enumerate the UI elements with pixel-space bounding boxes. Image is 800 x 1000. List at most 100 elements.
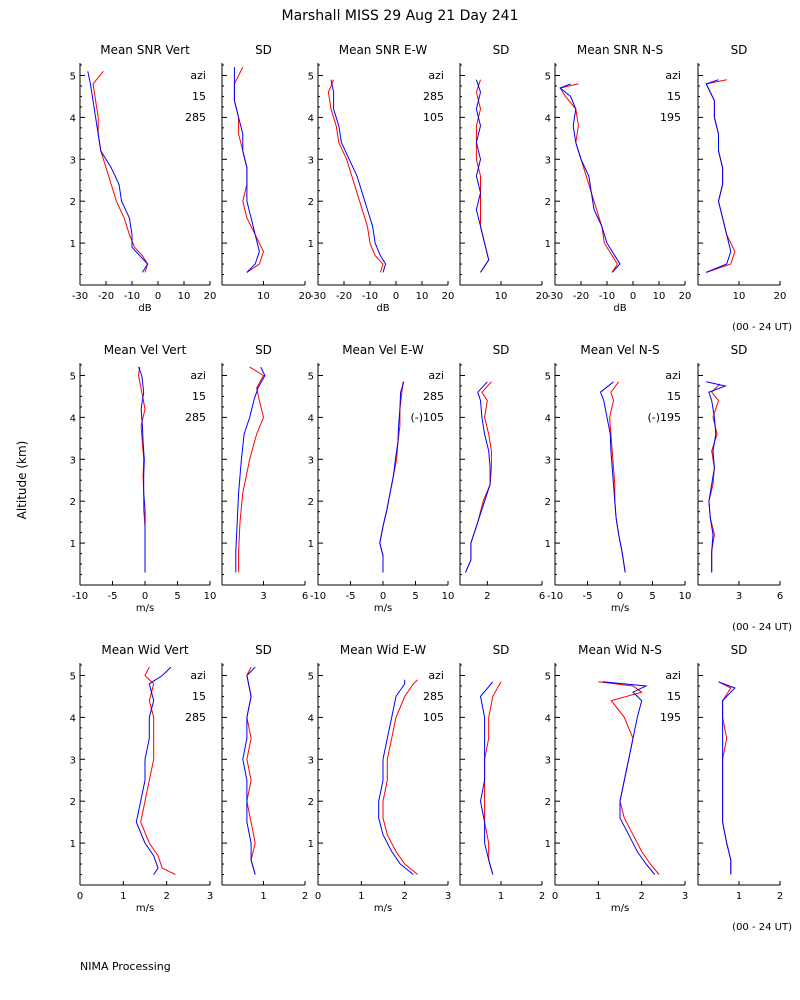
series-line-blue	[378, 679, 414, 875]
x-tick-label: 3	[260, 591, 266, 602]
x-tick-label: 5	[649, 591, 655, 602]
x-tick-label: -10	[547, 591, 563, 602]
y-tick-label: 1	[545, 839, 551, 850]
panel: SD 3 6	[221, 343, 308, 602]
legend-header: azi	[428, 669, 444, 682]
series-line-blue	[479, 681, 494, 875]
y-tick-label: 4	[70, 413, 76, 424]
series-line-blue	[233, 67, 260, 273]
panel: Mean Vel E-W 1 2 3 4 5 -10 -5 0 5 10 m/s azi 285 (-)10…	[308, 343, 455, 614]
series-line-red	[708, 383, 721, 573]
panel-title: Mean Wid E-W	[340, 643, 426, 657]
series-line-blue	[87, 71, 149, 273]
legend-entry-blue: (-)105	[410, 411, 444, 424]
x-tick-label: 10	[416, 291, 429, 302]
panel-title: SD	[731, 43, 748, 57]
x-tick-label: -10	[310, 591, 326, 602]
series-line-red	[609, 381, 626, 573]
legend-entry-red: 15	[192, 690, 206, 703]
series-line-blue	[602, 681, 656, 875]
footer-text: NIMA Processing	[80, 960, 171, 973]
legend-entry-red: 15	[192, 390, 206, 403]
x-tick-label: 1	[358, 891, 364, 902]
x-tick-label: 10	[679, 591, 692, 602]
x-tick-label: 6	[302, 591, 308, 602]
series-line-blue	[138, 366, 146, 573]
legend-entry-red: 285	[423, 690, 444, 703]
x-tick-label: -30	[72, 291, 88, 302]
x-tick-label: 3	[445, 891, 451, 902]
y-tick-label: 1	[545, 539, 551, 550]
series-line-blue	[135, 666, 172, 875]
x-tick-label: -10	[72, 591, 88, 602]
panel: SD 10 20	[697, 43, 786, 302]
series-line-red	[718, 681, 732, 875]
x-tick-label: 20	[536, 291, 549, 302]
y-tick-label: 5	[545, 71, 551, 82]
x-axis-label: dB	[376, 303, 389, 314]
y-tick-label: 5	[308, 371, 314, 382]
y-tick-label: 3	[308, 155, 314, 166]
x-tick-label: -5	[583, 591, 593, 602]
panel-title: Mean Vel N-S	[580, 343, 659, 357]
x-axis-label: m/s	[136, 903, 154, 914]
x-tick-label: 1	[595, 891, 601, 902]
y-axis-label: Altitude (km)	[15, 441, 29, 520]
x-tick-label: 0	[142, 591, 148, 602]
panel-title: SD	[255, 43, 272, 57]
legend-entry-blue: 285	[185, 711, 206, 724]
series-line-blue	[475, 79, 490, 273]
legend-entry-red: 285	[423, 90, 444, 103]
x-tick-label: 2	[539, 891, 545, 902]
y-tick-label: 4	[70, 113, 76, 124]
legend-header: azi	[665, 369, 681, 382]
series-line-red	[559, 83, 618, 273]
legend-entry-red: 15	[667, 390, 681, 403]
y-tick-label: 3	[545, 755, 551, 766]
panel-title: SD	[731, 343, 748, 357]
y-tick-label: 3	[308, 755, 314, 766]
x-tick-label: 10	[733, 291, 746, 302]
series-line-blue	[235, 366, 266, 573]
legend-entry-red: 15	[667, 690, 681, 703]
x-tick-label: -20	[98, 291, 114, 302]
y-tick-label: 5	[545, 671, 551, 682]
y-tick-label: 3	[545, 155, 551, 166]
y-tick-label: 1	[70, 839, 76, 850]
y-tick-label: 3	[70, 455, 76, 466]
x-tick-label: 0	[155, 291, 161, 302]
panel: Mean SNR E-W 1 2 3 4 5 -30 -20 -10 0 10 20 dB azi 285 1…	[308, 43, 455, 314]
y-tick-label: 5	[308, 671, 314, 682]
legend-entry-red: 15	[667, 90, 681, 103]
y-tick-label: 2	[70, 197, 76, 208]
y-tick-label: 2	[308, 497, 314, 508]
x-tick-label: 2	[163, 891, 169, 902]
y-tick-label: 5	[70, 71, 76, 82]
x-axis-label: m/s	[374, 603, 392, 614]
panel-title: SD	[731, 643, 748, 657]
panel-title: Mean Vel Vert	[104, 343, 187, 357]
x-tick-label: 10	[653, 291, 666, 302]
x-tick-label: 0	[77, 891, 83, 902]
series-line-blue	[242, 666, 256, 875]
y-tick-label: 4	[545, 713, 551, 724]
series-line-red	[233, 66, 265, 273]
panel-title: SD	[493, 343, 510, 357]
x-tick-label: 0	[630, 291, 636, 302]
y-tick-label: 3	[545, 455, 551, 466]
x-tick-label: -10	[599, 291, 615, 302]
legend-header: azi	[428, 369, 444, 382]
y-tick-label: 3	[308, 455, 314, 466]
x-tick-label: 20	[679, 291, 692, 302]
y-tick-label: 5	[308, 71, 314, 82]
panel-title: SD	[493, 43, 510, 57]
x-tick-label: 10	[178, 291, 191, 302]
series-line-blue	[330, 79, 387, 273]
series-line-red	[238, 366, 265, 573]
y-tick-label: 3	[70, 155, 76, 166]
y-tick-label: 5	[545, 371, 551, 382]
x-tick-label: 0	[315, 891, 321, 902]
legend-entry-blue: 105	[423, 111, 444, 124]
y-tick-label: 2	[70, 797, 76, 808]
